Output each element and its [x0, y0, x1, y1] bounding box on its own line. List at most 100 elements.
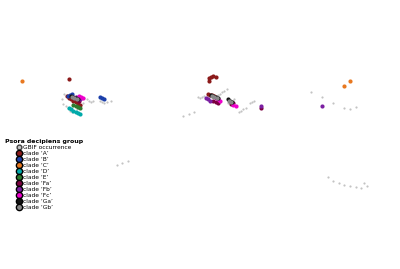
Point [204, 95, 210, 100]
Point [119, 161, 126, 165]
Point [60, 102, 66, 106]
Point [341, 106, 348, 111]
Point [64, 94, 71, 98]
Point [72, 95, 79, 100]
Point [207, 98, 213, 103]
Point [208, 93, 214, 97]
Point [74, 105, 81, 109]
Point [99, 96, 106, 101]
Point [191, 109, 198, 114]
Point [72, 104, 79, 108]
Point [230, 101, 236, 105]
Point [66, 77, 72, 82]
Point [72, 100, 79, 104]
Point [194, 95, 201, 100]
Point [76, 98, 82, 103]
Point [70, 95, 76, 100]
Point [101, 101, 108, 105]
Point [80, 101, 86, 105]
Point [84, 97, 90, 102]
Point [66, 96, 72, 101]
Point [211, 94, 218, 98]
Point [74, 107, 80, 112]
Point [206, 76, 212, 80]
Point [81, 96, 88, 101]
Point [71, 96, 78, 101]
Point [324, 175, 331, 179]
Point [70, 95, 76, 100]
Point [227, 98, 233, 103]
Point [64, 93, 70, 97]
Point [229, 98, 236, 103]
Point [214, 96, 220, 101]
Point [228, 102, 234, 106]
Point [78, 103, 84, 107]
Point [227, 100, 233, 104]
Point [62, 104, 69, 108]
Point [77, 97, 83, 102]
Point [214, 97, 221, 102]
Point [258, 104, 264, 108]
Point [247, 101, 253, 105]
Point [197, 96, 203, 101]
Point [74, 96, 81, 101]
Point [74, 97, 81, 102]
Point [186, 112, 192, 116]
Point [258, 106, 264, 111]
Point [249, 100, 256, 104]
Point [66, 106, 72, 111]
Point [71, 96, 78, 101]
Point [74, 97, 80, 102]
Point [212, 94, 219, 98]
Point [79, 97, 86, 102]
Point [206, 79, 212, 83]
Point [230, 103, 236, 107]
Point [236, 109, 242, 114]
Point [341, 84, 348, 88]
Point [212, 96, 219, 101]
Point [217, 92, 223, 96]
Point [66, 94, 72, 98]
Point [347, 107, 353, 112]
Point [229, 100, 236, 104]
Point [209, 93, 216, 97]
Point [77, 96, 83, 101]
Point [212, 95, 219, 100]
Point [319, 104, 326, 108]
Point [358, 186, 364, 190]
Point [330, 178, 336, 183]
Point [77, 112, 83, 116]
Point [347, 184, 353, 188]
Point [69, 92, 76, 96]
Point [59, 97, 66, 102]
Point [212, 75, 219, 79]
Point [61, 92, 68, 96]
Point [308, 90, 314, 94]
Point [251, 98, 258, 103]
Point [240, 107, 246, 112]
Point [224, 101, 231, 105]
Point [226, 98, 232, 103]
Point [319, 95, 326, 100]
Point [214, 96, 221, 101]
Point [88, 100, 94, 104]
Point [69, 109, 76, 114]
Point [214, 93, 221, 97]
Point [101, 97, 108, 102]
Point [68, 107, 74, 112]
Point [180, 114, 186, 118]
Point [86, 98, 92, 103]
Point [208, 75, 214, 79]
Point [210, 98, 216, 103]
Point [72, 96, 79, 101]
Point [361, 181, 368, 185]
Point [97, 95, 103, 100]
Point [208, 92, 214, 96]
Point [232, 104, 239, 108]
Point [76, 105, 82, 109]
Point [204, 97, 211, 102]
Point [70, 108, 76, 113]
Point [242, 106, 249, 111]
Point [68, 94, 74, 98]
Point [224, 97, 231, 102]
